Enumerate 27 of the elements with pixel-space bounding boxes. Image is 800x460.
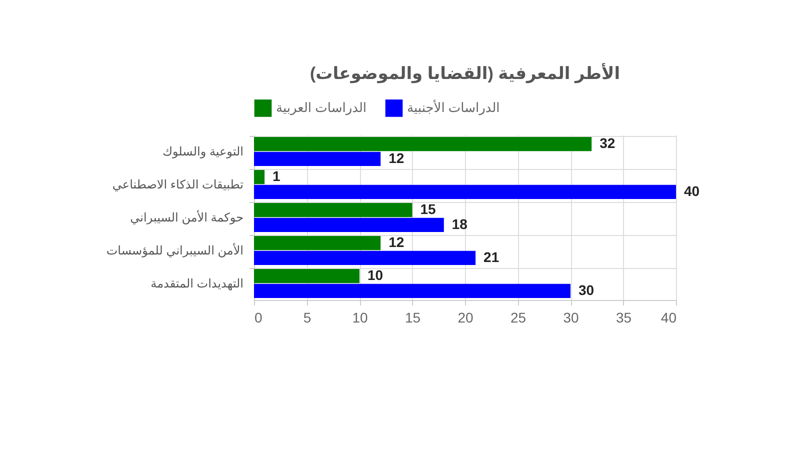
x-tick-label: 30 [563,310,579,326]
x-tick-label: 20 [458,310,474,326]
x-tick-label: 10 [352,310,368,326]
x-tick-label: 40 [660,310,677,326]
data-label: 10 [368,267,384,284]
y-tick-label: التوعية والسلوك [162,144,244,158]
chart-title: الأطر المعرفية (القضايا والموضوعات) [310,62,620,84]
legend-label: الدراسات الأجنبية [407,99,500,116]
data-label: 15 [420,201,436,218]
x-tick-label: 15 [404,310,421,326]
data-label: 21 [484,248,500,265]
x-tick-label: 5 [303,310,312,326]
x-tick-label: 35 [616,310,632,326]
y-tick-label: تطبيقات الذكاء الاصطناعي [112,178,244,192]
data-label: 32 [600,135,616,152]
data-label: 12 [388,234,404,250]
data-label: 30 [578,282,594,298]
legend-label: الدراسات العربية [276,100,367,116]
data-label: 12 [388,150,404,166]
y-tick-label: حوكمة الأمن السيبراني [130,210,244,224]
x-tick-label: 0 [254,310,262,326]
data-label: 1 [272,168,281,184]
y-tick-label: التهديدات المتقدمة [150,276,244,290]
data-label: 40 [684,182,700,199]
y-tick-label: الأمن السيبراني للمؤسسات [106,242,244,258]
x-tick-label: 25 [510,310,526,326]
data-label: 18 [452,216,468,232]
